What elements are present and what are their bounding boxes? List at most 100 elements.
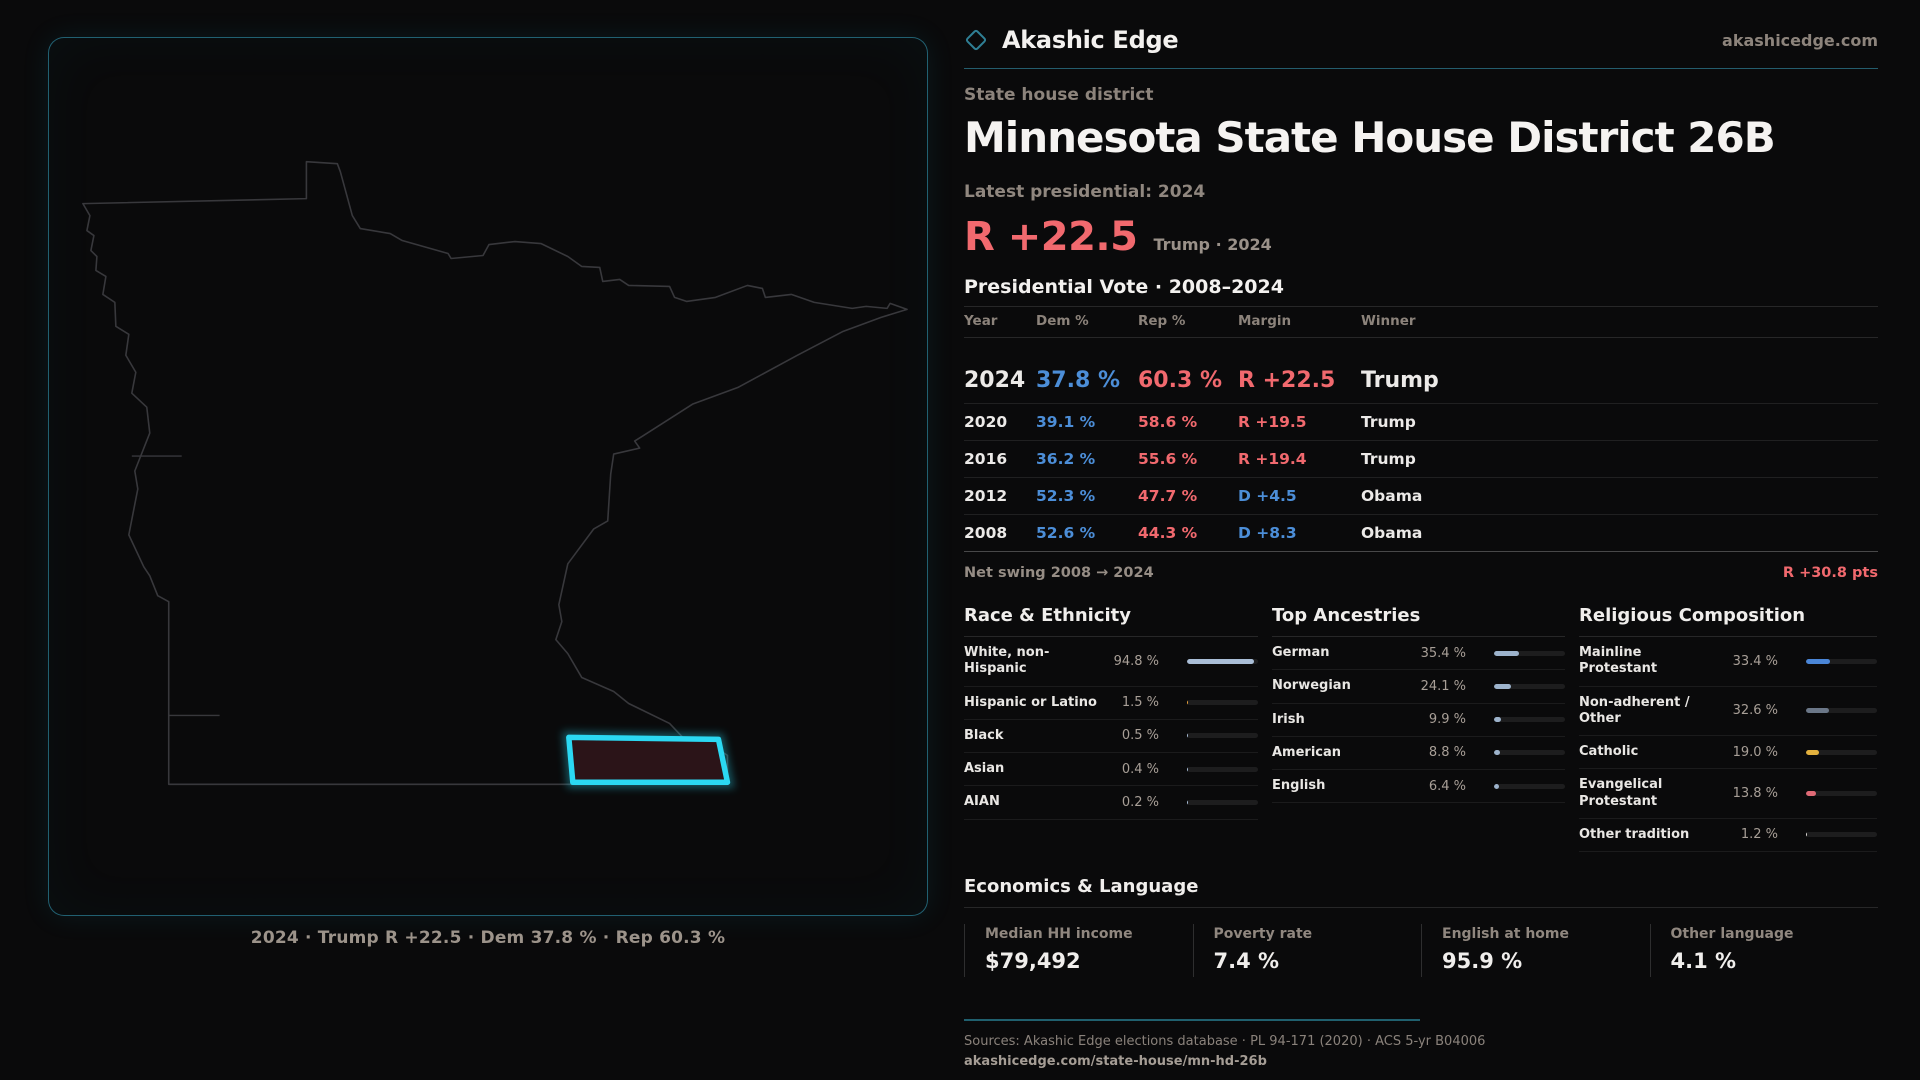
demographics: Race & Ethnicity White, non- Hispanic 94.8… — [964, 597, 1878, 852]
vote-cell-winner: Trump — [1361, 368, 1439, 393]
demo-label: Norwegian — [1272, 678, 1351, 694]
demo-label: American — [1272, 744, 1342, 760]
demo-value: 35.4 % — [1420, 645, 1466, 661]
demo-label: Irish — [1272, 711, 1305, 727]
demo-label: German — [1272, 645, 1330, 660]
vote-cell-dem: 52.3 % — [1036, 487, 1096, 505]
vote-cell-dem: 52.6 % — [1036, 524, 1096, 542]
demo-bar-track — [1494, 717, 1565, 723]
demo-value: 94.8 % — [1113, 653, 1159, 669]
demo-bar-track — [1187, 733, 1258, 739]
economics-title: Economics & Language — [964, 876, 1878, 908]
demo-value: 0.2 % — [1121, 794, 1159, 810]
demo-bar-track — [1187, 766, 1258, 772]
demo-label: Mainline Protestant — [1579, 645, 1658, 677]
kicker: State house district — [964, 85, 1154, 105]
demo-row: Black 0.5 % — [964, 720, 1258, 753]
demo-value: 24.1 % — [1420, 678, 1466, 694]
latest-presidential-label: Latest presidential: 2024 — [964, 182, 1206, 202]
demo-bar-fill — [1806, 791, 1816, 796]
vote-cell-margin: R +19.5 — [1238, 413, 1307, 431]
vote-cell-rep: 58.6 % — [1138, 413, 1198, 431]
permalink[interactable]: akashicedge.com/state-house/mn-hd-26b — [964, 1054, 1267, 1069]
economics-section: Economics & Language Median HH income $79… — [964, 876, 1878, 977]
minnesota-map — [82, 160, 908, 789]
diamond-icon — [964, 28, 988, 52]
demo-bar-track — [1494, 683, 1565, 689]
demo-label: Hispanic or Latino — [964, 694, 1097, 710]
demo-section-ancestries: Top Ancestries German 35.4 % Norwegian 24.1 … — [1272, 597, 1565, 852]
demo-bar-fill — [1494, 683, 1512, 689]
brand: Akashic Edge — [964, 26, 1179, 54]
vote-cell-margin: R +22.5 — [1238, 368, 1336, 393]
demo-bar-fill — [1494, 717, 1502, 723]
vote-row-2020: 2020 39.1 % 58.6 % R +19.5 Trump — [964, 404, 1878, 441]
col-dem: Dem % — [1036, 313, 1089, 329]
brand-header: Akashic Edge akashicedge.com — [964, 26, 1878, 69]
vote-table-rows: 2024 37.8 % 60.3 % R +22.5 Trump 2020 39.1 % 58… — [964, 358, 1878, 552]
demo-bar-fill — [1187, 700, 1189, 706]
econ-stat: English at home 95.9 % — [1421, 924, 1650, 977]
econ-stat: Other language 4.1 % — [1649, 924, 1879, 977]
vote-row-2012: 2012 52.3 % 47.7 % D +4.5 Obama — [964, 478, 1878, 515]
vote-cell-winner: Obama — [1361, 487, 1423, 505]
demo-value: 1.5 % — [1121, 695, 1159, 711]
page-title: Minnesota State House District 26B — [964, 113, 1776, 162]
vote-cell-rep: 47.7 % — [1138, 487, 1198, 505]
brand-name: Akashic Edge — [1002, 26, 1179, 54]
econ-stat-label: English at home — [1442, 926, 1570, 942]
econ-stat-label: Median HH income — [985, 926, 1133, 942]
demo-value: 19.0 % — [1732, 744, 1778, 760]
vote-cell-year: 2016 — [964, 450, 1008, 468]
demo-row: Evangelical Protestant 13.8 % — [1579, 769, 1877, 819]
demo-row: Other tradition 1.2 % — [1579, 819, 1877, 852]
footer: Sources: Akashic Edge elections database… — [964, 1019, 1878, 1069]
demo-section-religion: Religious Composition Mainline Protestant… — [1579, 597, 1877, 852]
col-winner: Winner — [1361, 313, 1416, 329]
vote-table: Year Dem % Rep % Margin Winner 2024 37.8 … — [964, 306, 1878, 593]
vote-cell-margin: D +8.3 — [1238, 524, 1297, 542]
headline-margin: R +22.5 Trump · 2024 — [964, 214, 1878, 260]
demo-label: Other tradition — [1579, 826, 1690, 842]
demo-row: Norwegian 24.1 % — [1272, 670, 1565, 704]
demo-bar-track — [1806, 708, 1877, 714]
demo-row: White, non- Hispanic 94.8 % — [964, 637, 1258, 687]
demo-bar-track — [1494, 750, 1565, 756]
econ-stat-value: 4.1 % — [1670, 949, 1737, 973]
vote-cell-margin: D +4.5 — [1238, 487, 1297, 505]
state-map-panel — [48, 37, 928, 916]
net-swing-label: Net swing 2008 → 2024 — [964, 565, 1154, 581]
demo-bar-fill — [1494, 650, 1520, 656]
vote-cell-year: 2008 — [964, 524, 1008, 542]
demo-row: Non-adherent / Other 32.6 % — [1579, 687, 1877, 736]
demo-row: Irish 9.9 % — [1272, 704, 1565, 737]
demo-row: Hispanic or Latino 1.5 % — [964, 687, 1258, 720]
district-26b-shape[interactable] — [566, 734, 731, 786]
demo-bar-track — [1494, 783, 1565, 789]
vote-cell-dem: 36.2 % — [1036, 450, 1096, 468]
col-year: Year — [964, 313, 998, 329]
vote-cell-winner: Obama — [1361, 524, 1423, 542]
vote-cell-winner: Trump — [1361, 413, 1416, 431]
brand-domain-link[interactable]: akashicedge.com — [1722, 30, 1878, 50]
demo-bar-fill — [1494, 783, 1499, 789]
vote-cell-rep: 55.6 % — [1138, 450, 1198, 468]
map-caption: 2024 · Trump R +22.5 · Dem 37.8 % · Rep … — [250, 928, 726, 948]
demo-value: 6.4 % — [1428, 778, 1466, 794]
demo-bar-fill — [1187, 658, 1255, 664]
vote-cell-rep: 44.3 % — [1138, 524, 1198, 542]
demo-label: White, non- Hispanic — [964, 645, 1050, 677]
vote-row-2024: 2024 37.8 % 60.3 % R +22.5 Trump — [964, 358, 1878, 404]
econ-stat-label: Other language — [1670, 926, 1794, 942]
minnesota-outline — [82, 160, 908, 786]
demo-bar-fill — [1806, 658, 1830, 664]
demo-section-title: Race & Ethnicity — [964, 597, 1258, 637]
demo-section-title: Religious Composition — [1579, 597, 1877, 637]
demo-value: 0.5 % — [1121, 728, 1159, 744]
demo-value: 8.8 % — [1428, 745, 1466, 761]
econ-stat-value: $79,492 — [985, 949, 1081, 973]
vote-cell-dem: 37.8 % — [1036, 368, 1120, 393]
vote-table-title: Presidential Vote · 2008–2024 — [964, 276, 1284, 298]
headline-margin-value: R +22.5 — [964, 214, 1138, 260]
demo-label: AIAN — [964, 794, 1000, 810]
